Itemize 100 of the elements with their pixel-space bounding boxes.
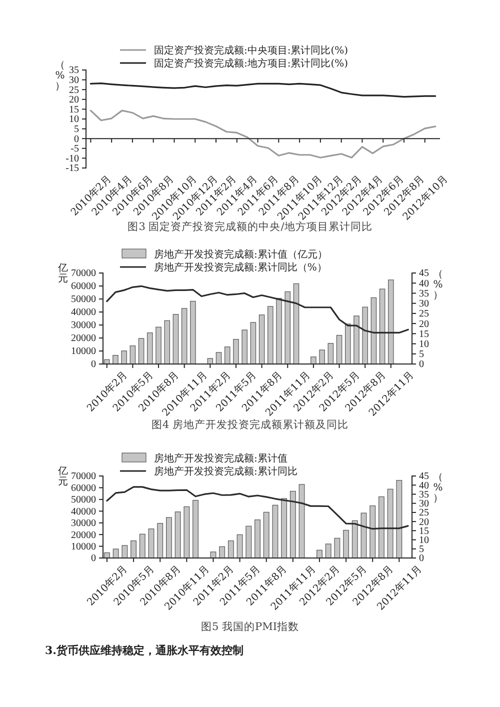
y2-tick-label: 35 bbox=[419, 288, 429, 300]
y2-tick-label: 10 bbox=[419, 338, 429, 350]
y-tick-label: 5 bbox=[74, 124, 79, 135]
y2-tick-label: 10 bbox=[419, 534, 429, 546]
text: 3.货币供应维持稳定，通胀水平有效控制 bbox=[45, 644, 244, 657]
caption: 图3 固定资产投资完成额的中央/地方项目累计同比 bbox=[128, 220, 372, 233]
y-tick-label: 30000 bbox=[71, 320, 96, 332]
bar bbox=[370, 505, 376, 558]
y2-tick-label: 5 bbox=[419, 544, 424, 556]
bar bbox=[290, 490, 296, 558]
bar bbox=[276, 298, 282, 364]
bar bbox=[112, 354, 118, 364]
bar bbox=[298, 484, 305, 558]
bar bbox=[216, 352, 222, 364]
bar bbox=[219, 546, 226, 558]
y2-tick-label: 30 bbox=[419, 498, 429, 510]
y2-tick-label: 5 bbox=[419, 349, 424, 360]
y2-tick-label: 20 bbox=[419, 318, 429, 330]
caption: 图4 房地产开发投资完成额累计额及同比 bbox=[151, 418, 349, 431]
y-tick-label: 0 bbox=[91, 359, 96, 370]
y2-tick-label: 30 bbox=[419, 298, 429, 310]
y2-tick-label: 40 bbox=[419, 278, 429, 290]
bar bbox=[122, 545, 128, 558]
line-series bbox=[106, 486, 409, 530]
y-tick-label: 40000 bbox=[71, 506, 96, 518]
legend-label: 固定资产投资完成额:中央项目:累计同比(%) bbox=[154, 44, 348, 56]
y-tick-label: 30000 bbox=[71, 518, 96, 530]
bar bbox=[336, 334, 342, 364]
y2-tick-label: 25 bbox=[419, 508, 429, 519]
bar bbox=[138, 338, 144, 364]
bar bbox=[370, 297, 377, 364]
legend-label: 房地产开发投资完成额:累计同比 bbox=[154, 466, 298, 478]
bar bbox=[174, 512, 181, 558]
bar bbox=[228, 540, 234, 558]
y-tick-label: 60000 bbox=[71, 482, 96, 494]
bar bbox=[172, 314, 179, 364]
y2-tick-label: 35 bbox=[419, 489, 429, 500]
bar bbox=[242, 330, 248, 364]
y-axis-title: （%） bbox=[55, 60, 65, 92]
bar bbox=[190, 300, 196, 364]
bar bbox=[388, 280, 394, 364]
bar bbox=[184, 506, 190, 558]
bar bbox=[192, 500, 198, 558]
y-tick-label: 50000 bbox=[71, 494, 96, 506]
bar bbox=[181, 308, 188, 364]
y-tick-label: 10000 bbox=[71, 346, 96, 358]
y-tick-label: -10 bbox=[66, 153, 79, 164]
bar bbox=[233, 339, 239, 364]
y-tick-label: 50000 bbox=[71, 294, 96, 306]
legend-label: 房地产开发投资完成额:累计值（亿元） bbox=[154, 248, 328, 260]
bar bbox=[148, 528, 154, 558]
legend-label: 固定资产投资完成额:地方项目:累计同比(%) bbox=[154, 58, 348, 70]
y2-tick-label: 45 bbox=[419, 268, 429, 280]
y2-tick-label: 0 bbox=[419, 553, 424, 564]
y-tick-label: -15 bbox=[66, 163, 79, 174]
y-tick-label: 15 bbox=[69, 104, 79, 116]
bar bbox=[387, 488, 394, 558]
caption: 图5 我国的PMI指数 bbox=[201, 620, 299, 633]
bar bbox=[334, 538, 340, 558]
bar bbox=[379, 288, 386, 364]
bar bbox=[316, 550, 322, 558]
y-tick-label: 70000 bbox=[71, 471, 96, 482]
y2-tick-label: 15 bbox=[419, 328, 429, 340]
bar bbox=[236, 534, 243, 558]
y2-tick-label: 40 bbox=[419, 480, 429, 492]
bar bbox=[319, 350, 325, 364]
bar bbox=[121, 350, 127, 364]
y-tick-label: 20000 bbox=[71, 333, 96, 344]
bar bbox=[354, 316, 360, 364]
bar bbox=[293, 283, 300, 364]
y-tick-label: 20 bbox=[69, 94, 79, 106]
y-tick-label: 20000 bbox=[71, 530, 96, 541]
y2-tick-label: 0 bbox=[419, 359, 424, 370]
bar bbox=[272, 504, 278, 558]
bar bbox=[166, 517, 172, 558]
y2-tick-label: 15 bbox=[419, 526, 429, 537]
bar bbox=[352, 520, 358, 558]
bar bbox=[250, 322, 256, 364]
bar bbox=[210, 552, 216, 558]
y-tick-label: -5 bbox=[70, 144, 79, 155]
bar bbox=[325, 544, 332, 558]
y-axis-title: 亿元 bbox=[57, 263, 68, 284]
bar bbox=[156, 326, 162, 364]
bar bbox=[157, 523, 164, 558]
y-tick-label: 30 bbox=[69, 75, 79, 86]
line-series bbox=[90, 110, 436, 158]
bar bbox=[164, 320, 170, 364]
y2-tick-label: 45 bbox=[419, 471, 429, 482]
bar bbox=[112, 548, 119, 558]
bar bbox=[254, 520, 260, 558]
y-tick-label: 0 bbox=[74, 134, 79, 145]
bar bbox=[258, 314, 265, 364]
bar bbox=[343, 530, 349, 558]
y-tick-label: 40000 bbox=[71, 307, 96, 318]
bar bbox=[224, 346, 230, 364]
bar bbox=[263, 512, 270, 558]
bar bbox=[246, 526, 252, 558]
line-series bbox=[90, 82, 436, 98]
legend-label: 房地产开发投资完成额:累计值 bbox=[154, 452, 288, 464]
y-tick-label: 10 bbox=[69, 114, 79, 126]
